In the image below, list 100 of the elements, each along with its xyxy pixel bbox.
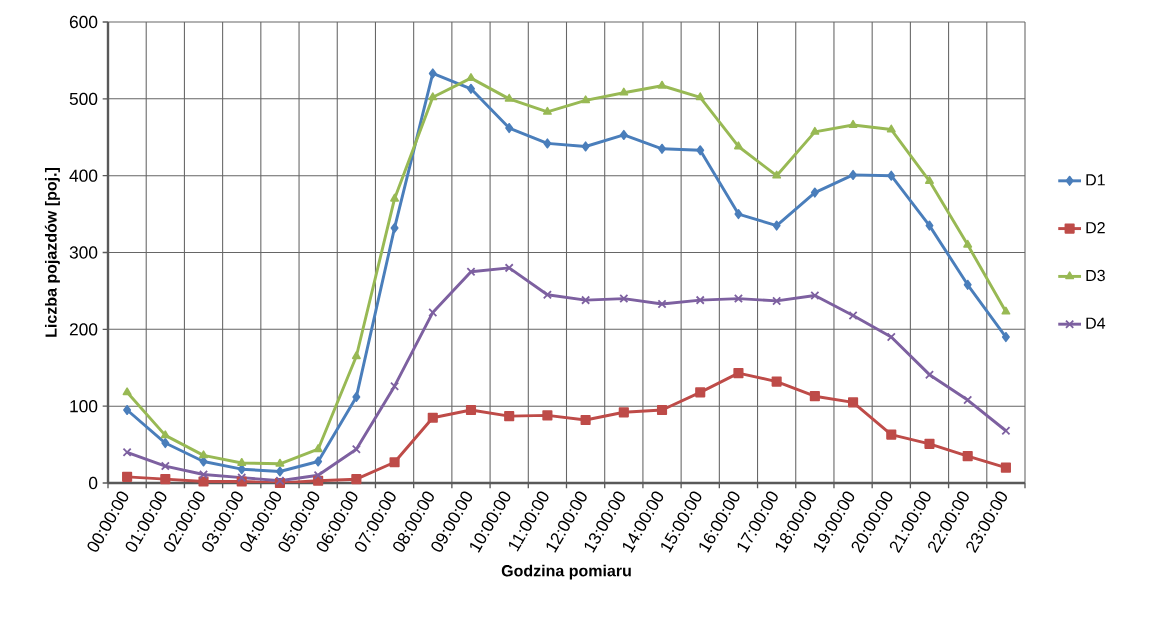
point [160,430,170,439]
point [504,263,514,273]
point [505,122,514,134]
point [122,471,133,482]
point [161,461,170,471]
legend-label: D1 [1086,174,1105,186]
point [734,294,743,303]
point [772,220,781,231]
point [733,141,743,150]
point [771,376,782,387]
point [237,473,246,482]
y-tick-label: 100 [70,400,98,413]
point [198,476,209,487]
point [695,387,706,398]
x-axis-title: Godzina pomiaru [501,564,631,580]
point [849,169,858,180]
point [695,92,705,101]
point [466,267,476,276]
y-tick-label: 300 [69,246,98,259]
legend-label: D4 [1086,317,1106,329]
y-tick-label: 500 [69,92,98,105]
point [389,457,400,468]
point [618,407,629,418]
point [314,456,323,467]
point [734,209,743,220]
y-tick-label: 0 [88,476,98,490]
point [428,68,437,79]
point [160,474,171,485]
point [428,308,438,317]
point [580,414,591,426]
point [619,129,628,141]
point [123,404,132,416]
y-tick-label: 600 [69,15,98,29]
point [543,138,552,149]
point [962,451,973,462]
point [657,80,667,89]
point [161,437,170,449]
point [390,381,399,391]
point [504,93,514,102]
point [1001,426,1011,436]
point [581,95,591,104]
point [772,170,782,179]
point [695,295,705,305]
point [543,290,552,300]
point [313,444,323,453]
y-tick-label: 400 [69,169,98,182]
point [122,448,132,457]
point [925,220,934,231]
point [275,458,285,467]
point [351,351,361,360]
point [313,471,323,480]
point [427,412,438,423]
point [925,370,934,379]
point [352,391,361,403]
point [963,279,972,290]
point [657,299,667,309]
point [848,119,858,128]
point [887,170,896,181]
point [237,457,247,466]
point [772,296,781,306]
point [886,124,896,133]
point [390,193,400,202]
point [887,332,896,342]
legend-label: D2 [1086,222,1105,234]
legend-label: D3 [1086,269,1105,282]
point [963,239,973,248]
point [542,106,552,115]
point [619,87,629,96]
point [275,466,284,477]
point [428,92,438,101]
point [581,295,590,305]
point [199,470,208,479]
point [199,450,209,459]
point [122,387,132,396]
point [351,474,362,485]
point [848,397,859,408]
point [581,141,590,152]
y-axis-title: Liczba pojazdów [poj.] [44,168,60,337]
point [810,187,819,198]
point [733,368,744,379]
point [656,404,668,416]
point [275,476,285,485]
y-tick-label: 200 [69,323,98,336]
point [1000,462,1011,473]
point [504,411,515,422]
point [466,83,475,94]
point [886,429,897,440]
point [352,444,361,454]
point [696,145,705,156]
point [466,73,476,82]
point [1001,331,1010,343]
point [810,126,820,135]
point [619,294,629,303]
point [924,175,934,184]
point [465,404,477,416]
point [924,438,935,449]
point [658,143,667,154]
point [1001,306,1011,315]
point [390,222,399,233]
point [542,410,553,421]
